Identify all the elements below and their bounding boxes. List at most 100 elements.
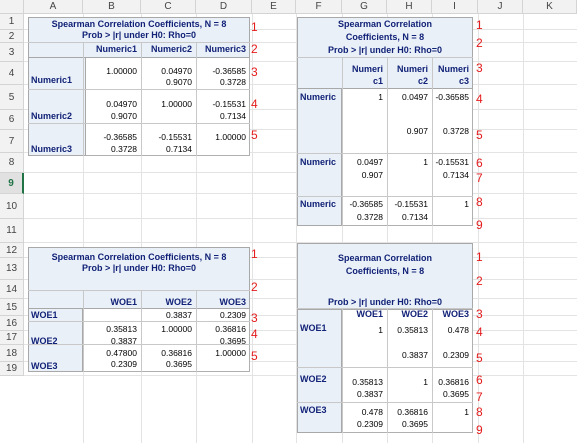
table1-coef-r3c1: -0.36585 — [103, 132, 137, 142]
annotation-number-right-top: 7 — [476, 171, 483, 185]
table2-pval-r1c3: 0.3728 — [443, 126, 469, 136]
col-header-k[interactable]: K — [523, 0, 577, 14]
table3-coef-r3c1: 0.47800 — [106, 348, 137, 358]
col-header-d[interactable]: D — [196, 0, 252, 14]
table2-header-divider — [297, 57, 473, 58]
table1-pval-r1c2: 0.9070 — [166, 77, 192, 87]
annotation-number-right-top: 3 — [476, 61, 483, 75]
table2-col-header-3: c3 — [458, 76, 469, 86]
col-header-f[interactable]: F — [296, 0, 342, 14]
row-header-5[interactable]: 5 — [0, 85, 24, 110]
table1-col-header-1: Numeric1 — [95, 44, 137, 54]
col-header-b[interactable]: B — [83, 0, 141, 14]
table1-pval-r2c1: 0.9070 — [111, 111, 137, 121]
table2-coef-r2c2: 1 — [423, 157, 428, 167]
table3-rowlabel-bg — [28, 308, 83, 372]
table3-col-header-1: WOE1 — [110, 297, 137, 307]
table2-rowlabel-bg — [297, 88, 342, 226]
annotation-number-right-top: 5 — [476, 128, 483, 142]
table1-coef-r1c1: 1.00000 — [106, 66, 137, 76]
annotation-number-right-bottom: 8 — [476, 405, 483, 419]
row-header-16[interactable]: 16 — [0, 316, 24, 331]
table4-row-label-2: WOE2 — [300, 374, 327, 384]
row-header-19[interactable]: 19 — [0, 362, 24, 376]
table1-col-divider — [196, 42, 197, 156]
col-header-g[interactable]: G — [342, 0, 387, 14]
annotation-number-right-top: 8 — [476, 195, 483, 209]
table2-title-3: Prob > |r| under H0: Rho=0 — [327, 45, 443, 55]
row-header-14[interactable]: 14 — [0, 280, 24, 299]
row-header-4[interactable]: 4 — [0, 62, 24, 85]
gridline-v — [523, 14, 524, 443]
col-header-j[interactable]: J — [478, 0, 523, 14]
table4-coef-r2c1: 0.35813 — [352, 377, 383, 387]
table4-pval-r1c3: 0.2309 — [443, 350, 469, 360]
annotation-number-left-top: 5 — [251, 128, 258, 142]
annotation-number-left-top: 2 — [251, 42, 258, 56]
row-header-3[interactable]: 3 — [0, 43, 24, 62]
row-header-11[interactable]: 11 — [0, 219, 24, 243]
table4-coef-r3c1: 0.478 — [361, 407, 383, 417]
table1-row-label-1: Numeric1 — [31, 75, 73, 85]
table2-header-bg — [297, 17, 473, 89]
table4-coef-r2c3: 0.36816 — [438, 377, 469, 387]
table3-coef-r2c3: 0.36816 — [215, 324, 246, 334]
row-header-15[interactable]: 15 — [0, 299, 24, 316]
table3-row-label-2: WOE2 — [31, 336, 58, 346]
table1-row-label-2: Numeric2 — [31, 111, 73, 121]
table2-col-header-2: Numeri — [396, 64, 428, 74]
row-header-10[interactable]: 10 — [0, 194, 24, 219]
table1-col-divider — [83, 42, 84, 156]
table4-coef-r1c3: 0.478 — [447, 325, 469, 335]
table4-col-divider — [387, 308, 388, 433]
table2-row-label-3: Numeric — [300, 199, 337, 209]
col-header-e[interactable]: E — [252, 0, 296, 14]
row-header-8[interactable]: 8 — [0, 153, 24, 173]
annotation-number-right-bottom: 4 — [476, 325, 483, 339]
table3-col-divider — [141, 290, 142, 372]
select-all-corner[interactable] — [0, 0, 24, 14]
table3-coef-r3c3: 1.00000 — [215, 348, 246, 358]
annotation-number-left-bottom: 4 — [251, 327, 258, 341]
row-header-13[interactable]: 13 — [0, 258, 24, 280]
table2-col-header-1: Numeri — [351, 64, 383, 74]
row-header-18[interactable]: 18 — [0, 345, 24, 362]
annotation-number-right-bottom: 3 — [476, 307, 483, 321]
table4-pval-r2c1: 0.3837 — [357, 389, 383, 399]
table2-coef-r1c2: 0.0497 — [402, 92, 428, 102]
table3-pval-r3c1: 0.2309 — [111, 359, 137, 369]
table4-row-divider — [297, 367, 473, 368]
row-header-1[interactable]: 1 — [0, 14, 24, 30]
row-header-2[interactable]: 2 — [0, 30, 24, 43]
row-header-6[interactable]: 6 — [0, 110, 24, 130]
annotation-number-right-bottom: 6 — [476, 373, 483, 387]
table4-pval-r1c2: 0.3837 — [402, 350, 428, 360]
table1-coef-r2c3: -0.15531 — [212, 99, 246, 109]
table3-coef-r3c2: 0.36816 — [161, 348, 192, 358]
table1-row-divider — [28, 89, 250, 90]
table2-col-header-2: c2 — [417, 76, 428, 86]
table1-coef-r1c2: 0.04970 — [161, 66, 192, 76]
col-header-c[interactable]: C — [141, 0, 196, 14]
row-header-17[interactable]: 17 — [0, 331, 24, 345]
annotation-number-left-bottom: 1 — [251, 247, 258, 261]
table2-title-1: Spearman Correlation — [337, 19, 433, 29]
table3-coef-r1c2: 0.3837 — [166, 310, 192, 320]
table3-title-2: Prob > |r| under H0: Rho=0 — [81, 263, 197, 273]
col-header-i[interactable]: I — [432, 0, 478, 14]
table3-col-divider — [83, 290, 84, 372]
table1-coef-r2c2: 1.00000 — [161, 99, 192, 109]
col-header-a[interactable]: A — [24, 0, 83, 14]
table3-pval-r3c2: 0.3695 — [166, 359, 192, 369]
table2-row-label-2: Numeric — [300, 157, 337, 167]
table1-header-divider — [28, 42, 250, 43]
col-header-h[interactable]: H — [387, 0, 432, 14]
row-header-12[interactable]: 12 — [0, 243, 24, 258]
row-header-9[interactable]: 9 — [0, 173, 24, 194]
row-header-7[interactable]: 7 — [0, 130, 24, 153]
table2-coef-r3c3: 1 — [464, 199, 469, 209]
table2-coef-r2c3: -0.15531 — [435, 157, 469, 167]
table1-col-header-3: Numeric3 — [204, 44, 246, 54]
annotation-number-left-bottom: 3 — [251, 311, 258, 325]
